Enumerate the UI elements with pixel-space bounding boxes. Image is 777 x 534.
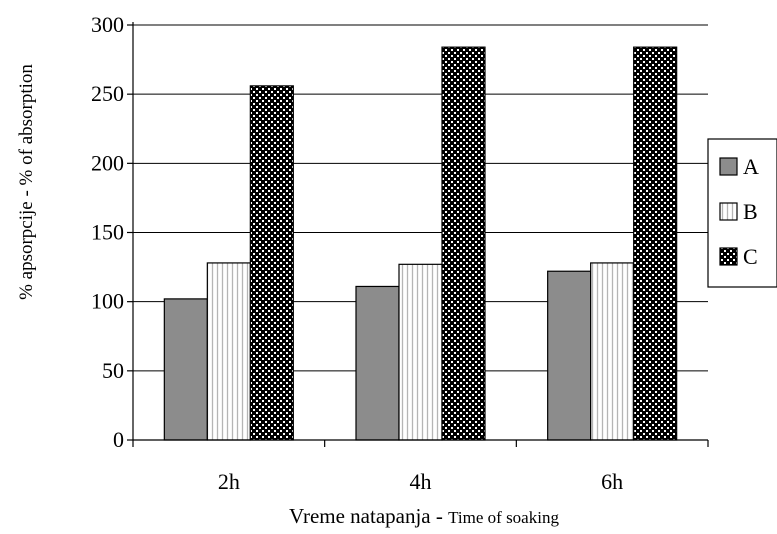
y-tick-label: 0 [113, 427, 124, 452]
legend-label-C: C [743, 244, 758, 269]
bar-C-2h [249, 85, 294, 441]
legend-swatch-B [719, 202, 738, 221]
bar-B-6h [590, 262, 635, 441]
x-tick-label: 6h [601, 469, 623, 494]
legend-label-A: A [743, 154, 759, 179]
bar-A-6h [547, 270, 592, 441]
bar-C-6h [633, 46, 678, 441]
x-tick-label: 4h [410, 469, 432, 494]
y-tick-label: 50 [102, 358, 124, 383]
bar-A-4h [355, 285, 400, 441]
legend-swatch-C [719, 247, 738, 266]
bars [163, 46, 678, 441]
x-axis-label-sub: Time of soaking [448, 508, 559, 527]
y-tick-label: 300 [91, 12, 124, 37]
y-tick-label: 150 [91, 220, 124, 245]
legend: ABC [707, 138, 777, 288]
bar-B-4h [398, 263, 443, 441]
bar-A-2h [163, 298, 208, 441]
x-tick-label: 2h [218, 469, 240, 494]
x-axis-label-main: Vreme natapanja - [289, 504, 448, 528]
bar-B-2h [206, 262, 251, 441]
bar-C-4h [441, 46, 486, 441]
x-ticks: 2h 4h 6h [132, 440, 709, 494]
y-axis-label: % apsorpcije - % of absorption [16, 64, 37, 300]
y-tick-label: 250 [91, 81, 124, 106]
y-tick-label: 200 [91, 150, 124, 175]
y-tick-label: 100 [91, 289, 124, 314]
x-axis-label: Vreme natapanja - Time of soaking [289, 504, 559, 528]
legend-swatch-A [719, 157, 738, 176]
y-ticks: 0 50 100 150 200 250 300 [91, 12, 133, 452]
legend-label-B: B [743, 199, 758, 224]
